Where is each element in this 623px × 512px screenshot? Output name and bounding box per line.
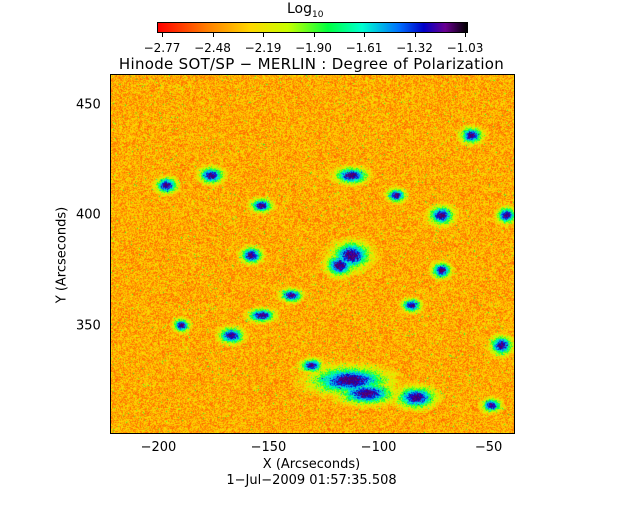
- colorbar-tick-label: −1.03: [446, 41, 484, 55]
- colorbar: [157, 22, 468, 33]
- colorbar-tick-mark: [364, 33, 365, 37]
- polarization-map-image: [111, 75, 514, 433]
- colorbar-tick-mark: [465, 33, 466, 37]
- colorbar-tick-label: −2.48: [194, 41, 231, 55]
- colorbar-tick-mark: [414, 33, 416, 37]
- colorbar-tick-label: −1.32: [396, 41, 433, 55]
- colorbar-tick-label: −2.77: [143, 41, 181, 55]
- colorbar-tick-label: −1.61: [345, 41, 383, 55]
- colorbar-tick-mark: [162, 33, 163, 37]
- y-tick-label: 350: [76, 318, 101, 334]
- y-tick-label: 400: [76, 207, 101, 223]
- observation-timestamp: 1−Jul−2009 01:57:35.508: [226, 473, 397, 488]
- colorbar-tick-label: −2.19: [244, 41, 282, 55]
- x-tick-label: −200: [140, 440, 177, 455]
- x-tick-label: −50: [474, 440, 503, 455]
- polarization-map: [110, 74, 515, 434]
- y-axis-label: Y (Arcseconds): [54, 206, 70, 304]
- colorbar-tick-mark: [263, 33, 264, 37]
- x-axis-label: X (Arcseconds): [262, 457, 361, 472]
- colorbar-title: Log10: [287, 1, 324, 20]
- colorbar-tick-label: −1.90: [295, 41, 332, 55]
- colorbar-tick-mark: [212, 33, 214, 37]
- plot-title: Hinode SOT/SP − MERLIN : Degree of Polar…: [118, 55, 505, 73]
- y-tick-label: 450: [76, 97, 101, 113]
- x-tick-label: −150: [250, 440, 287, 455]
- x-tick-label: −100: [360, 440, 397, 455]
- colorbar-tick-mark: [313, 33, 315, 37]
